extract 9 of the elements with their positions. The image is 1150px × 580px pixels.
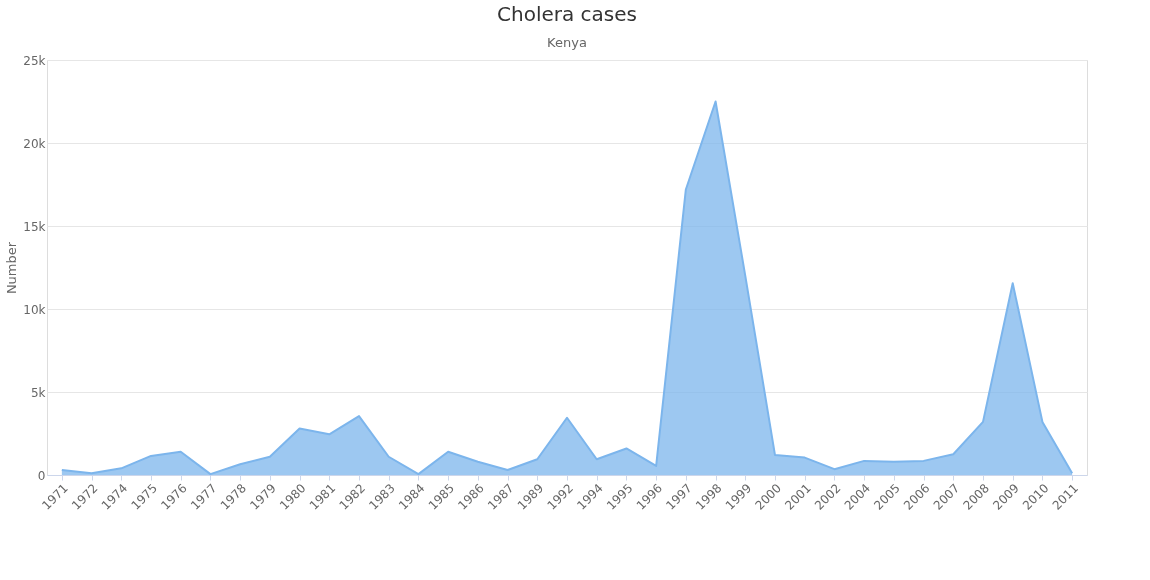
y-tick-label: 25k	[23, 53, 46, 68]
y-tick-label: 20k	[23, 136, 46, 151]
chart-title: Cholera cases	[497, 2, 637, 26]
y-tick-label: 5k	[30, 385, 46, 400]
y-tick-label: 10k	[23, 302, 46, 317]
y-tick-label: 15k	[23, 219, 46, 234]
y-axis-title: Number	[4, 241, 20, 295]
y-tick-label: 0	[37, 468, 46, 483]
chart-subtitle: Kenya	[547, 35, 587, 50]
